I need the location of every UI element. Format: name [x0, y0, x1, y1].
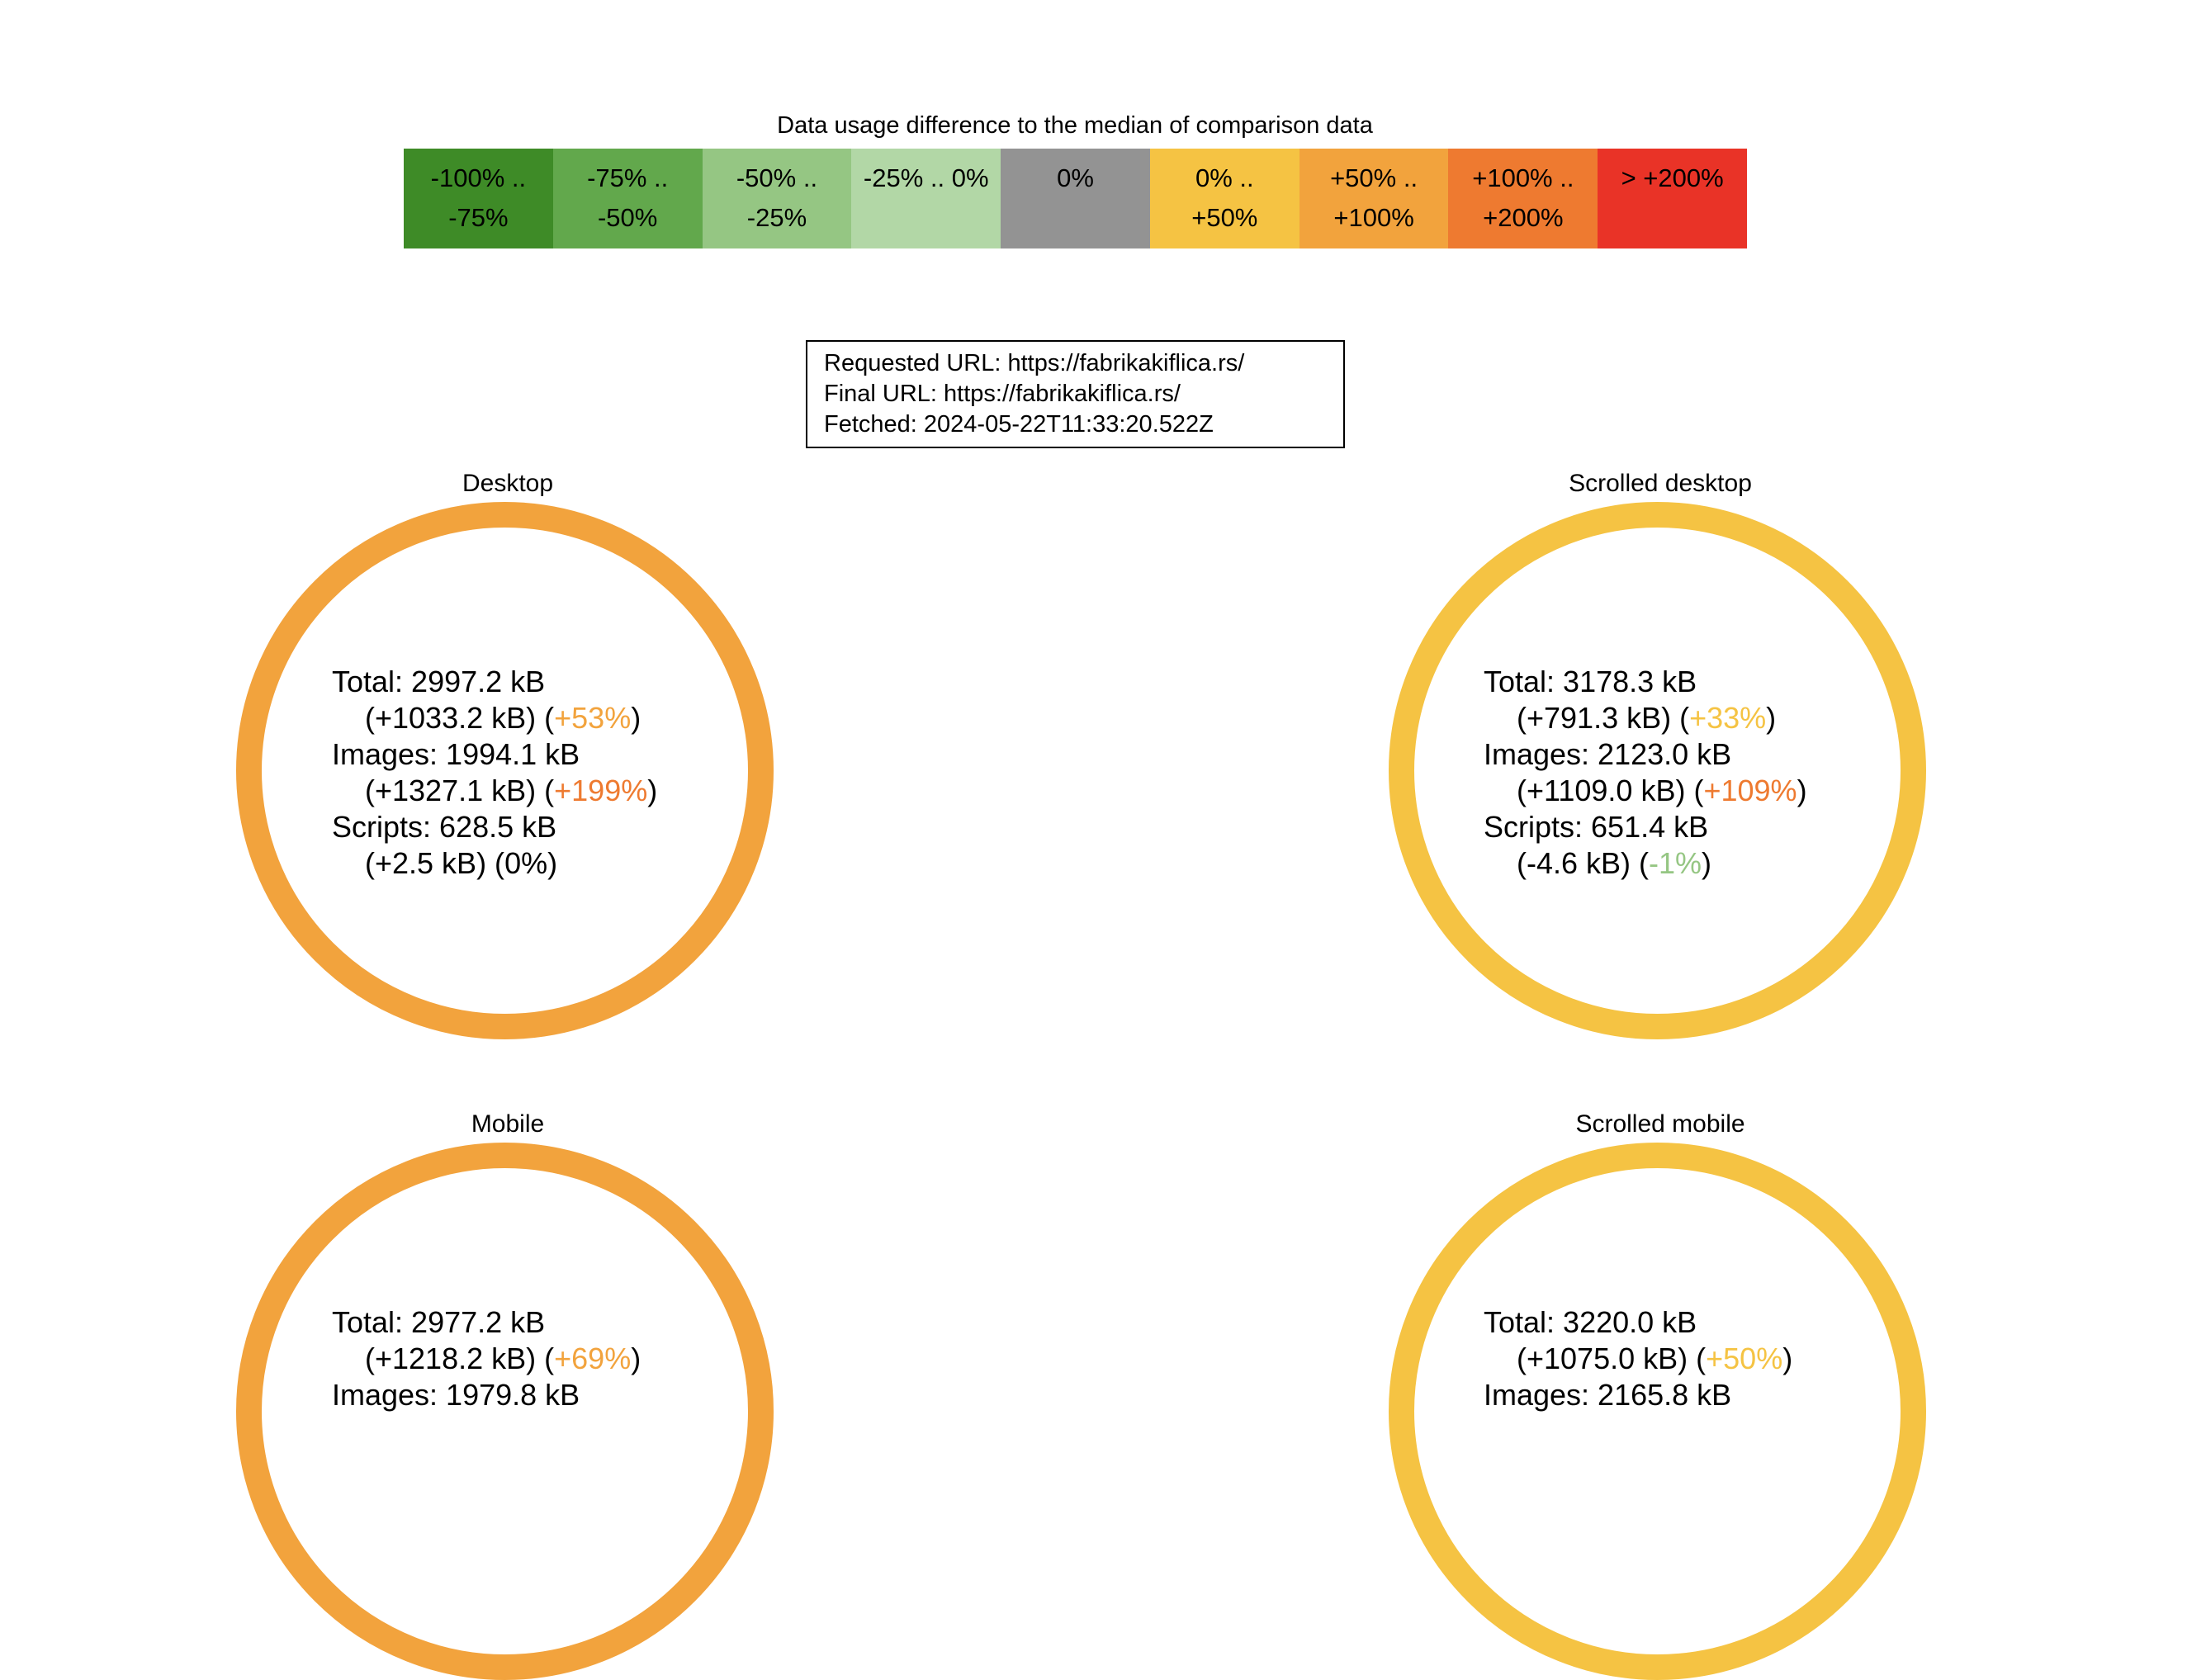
images-size: Images: 1979.8 kB: [332, 1378, 580, 1412]
panel-title-mobile: Mobile: [471, 1110, 545, 1138]
images-size: Images: 2165.8 kB: [1484, 1378, 1732, 1412]
total-diff-row: (+1033.2 kB) (+53%): [332, 700, 657, 736]
close-paren: ): [647, 774, 658, 807]
legend-cell-range-end: +200%: [1483, 203, 1564, 232]
legend-cell-range-start: -100% ..: [430, 163, 527, 192]
total-diff: (+1218.2 kB) (: [365, 1342, 555, 1375]
close-paren: ): [1782, 1342, 1793, 1375]
scripts-diff: (-4.6 kB) (: [1517, 846, 1650, 880]
images-diff: (+1109.0 kB) (: [1517, 774, 1704, 807]
scripts-diff-row: (-4.6 kB) (-1%): [1484, 845, 1807, 882]
legend-cell-range-end: -25%: [746, 203, 807, 232]
close-paren: ): [631, 701, 641, 735]
final-url: Final URL: https://fabrikakiflica.rs/: [824, 381, 1181, 407]
color-legend: -100% .. -75% -75% .. -50% -50% .. -25% -25% .…: [404, 149, 1748, 248]
scripts-percent: -1%: [1649, 846, 1702, 880]
panel-title-scrolled-mobile: Scrolled mobile: [1575, 1110, 1745, 1138]
close-paren: ): [1702, 846, 1712, 880]
scripts-diff-row: (+2.5 kB) (0%): [332, 845, 657, 882]
total-diff-row: (+791.3 kB) (+33%): [1484, 700, 1807, 736]
legend-cell: -75% .. -50%: [552, 149, 703, 248]
legend-cell-range-start: +100% ..: [1472, 163, 1574, 192]
images-percent: +109%: [1703, 774, 1797, 807]
total-size: Total: 2977.2 kB: [332, 1305, 546, 1339]
images-diff: (+1327.1 kB) (: [365, 774, 555, 807]
fetched-timestamp: Fetched: 2024-05-22T11:33:20.522Z: [824, 411, 1214, 438]
scripts-percent: 0%: [504, 846, 548, 880]
total-diff-row: (+1075.0 kB) (+50%): [1484, 1341, 1792, 1377]
total-percent: +69%: [554, 1342, 632, 1375]
legend-cell-range-end: -50%: [597, 203, 658, 232]
total-size: Total: 3178.3 kB: [1484, 665, 1697, 698]
requested-url: Requested URL: https://fabrikakiflica.rs…: [824, 350, 1245, 376]
legend-cell-range-start: +50% ..: [1330, 163, 1418, 192]
close-paren: ): [1766, 701, 1777, 735]
panel-title-desktop: Desktop: [462, 470, 554, 497]
legend-cell-range-start: -50% ..: [736, 163, 818, 192]
legend-cell-range-start: 0%: [1057, 163, 1094, 192]
legend-cell: -100% .. -75%: [404, 149, 553, 248]
images-percent: +199%: [554, 774, 648, 807]
stats-desktop: Total: 2997.2 kB (+1033.2 kB) (+53%) Ima…: [332, 664, 657, 882]
stats-mobile: Total: 2977.2 kB (+1218.2 kB) (+69%) Ima…: [332, 1304, 641, 1413]
total-size: Total: 3220.0 kB: [1484, 1305, 1697, 1339]
url-info-box: Requested URL: https://fabrikakiflica.rs…: [806, 340, 1345, 448]
legend-cell-range-end: +100%: [1333, 203, 1414, 232]
legend-cell-range-end: -75%: [448, 203, 509, 232]
legend-cell-range-end: +50%: [1191, 203, 1258, 232]
legend-cell-range-start: -25% .. 0%: [863, 163, 989, 192]
legend-cell: -50% .. -25%: [702, 149, 852, 248]
stats-scrolled-mobile: Total: 3220.0 kB (+1075.0 kB) (+50%) Ima…: [1484, 1304, 1792, 1413]
total-percent: +53%: [554, 701, 632, 735]
legend-cell: -25% .. 0%: [851, 149, 1001, 248]
legend-cell: +50% .. +100%: [1299, 149, 1449, 248]
total-diff: (+791.3 kB) (: [1517, 701, 1690, 735]
close-paren: ): [1797, 774, 1807, 807]
legend-cell: 0%: [1001, 149, 1150, 248]
scripts-size: Scripts: 628.5 kB: [332, 810, 557, 844]
images-diff-row: (+1109.0 kB) (+109%): [1484, 773, 1807, 809]
legend-cell-range-start: 0% ..: [1195, 163, 1254, 192]
legend-cell: +100% .. +200%: [1448, 149, 1598, 248]
legend-cell: > +200%: [1598, 149, 1748, 248]
panel-title-scrolled-desktop: Scrolled desktop: [1569, 470, 1752, 497]
legend-title: Data usage difference to the median of c…: [777, 112, 1373, 139]
scripts-size: Scripts: 651.4 kB: [1484, 810, 1709, 844]
total-diff: (+1075.0 kB) (: [1517, 1342, 1707, 1375]
scripts-diff: (+2.5 kB) (: [365, 846, 505, 880]
images-diff-row: (+1327.1 kB) (+199%): [332, 773, 657, 809]
stats-scrolled-desktop: Total: 3178.3 kB (+791.3 kB) (+33%) Imag…: [1484, 664, 1807, 882]
close-paren: ): [631, 1342, 641, 1375]
legend-cell-range-start: -75% ..: [587, 163, 669, 192]
legend-cell-range-start: > +200%: [1621, 163, 1724, 192]
legend-cell: 0% .. +50%: [1149, 149, 1299, 248]
close-paren: ): [547, 846, 558, 880]
total-percent: +50%: [1706, 1342, 1783, 1375]
total-diff-row: (+1218.2 kB) (+69%): [332, 1341, 641, 1377]
total-percent: +33%: [1689, 701, 1767, 735]
images-size: Images: 2123.0 kB: [1484, 737, 1732, 771]
total-diff: (+1033.2 kB) (: [365, 701, 555, 735]
total-size: Total: 2997.2 kB: [332, 665, 546, 698]
images-size: Images: 1994.1 kB: [332, 737, 580, 771]
